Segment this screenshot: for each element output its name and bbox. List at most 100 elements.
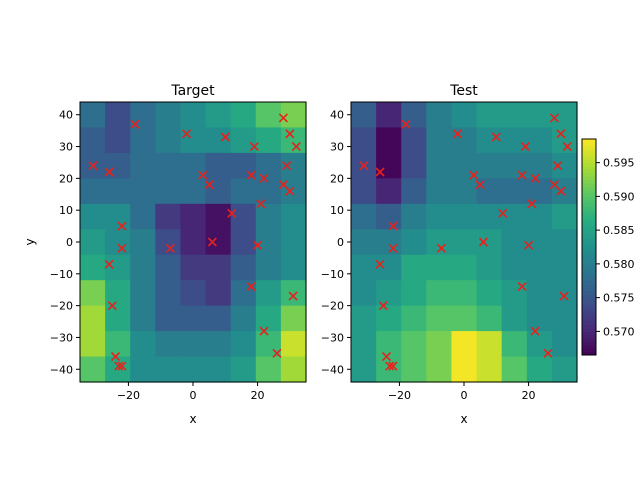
heatmap-cell [351, 280, 377, 307]
heatmap-cell [205, 254, 232, 281]
point-marker [220, 132, 230, 142]
x-tick-label: −20 [388, 389, 411, 402]
heatmap-cell [501, 229, 528, 256]
point-marker [478, 237, 488, 247]
point-marker [288, 291, 298, 301]
colorbar-band [582, 348, 596, 353]
point-marker [253, 240, 263, 250]
heatmap-cell [130, 331, 156, 358]
colorbar-tick-label: 0.595 [603, 157, 635, 170]
heatmap-cell [451, 331, 478, 358]
heatmap-cell [501, 152, 528, 179]
heatmap-cell [476, 127, 503, 154]
heatmap-cell [80, 356, 106, 383]
heatmap-cell [426, 331, 453, 358]
heatmap-cell [255, 127, 282, 154]
point-marker [165, 243, 175, 253]
y-tick-label: 0 [66, 236, 73, 249]
point-marker [256, 199, 266, 209]
point-marker [375, 167, 385, 177]
colorbar-ticks: 0.570 0.575 0.580 0.585 0.590 0.595 [596, 157, 635, 338]
heatmap-cell [105, 178, 131, 205]
heatmap-cell [280, 305, 307, 332]
point-marker [246, 170, 256, 180]
point-marker [198, 170, 208, 180]
heatmap-cell [155, 178, 182, 205]
heatmap-cell [351, 102, 377, 129]
point-marker [517, 281, 527, 292]
colorbar-band [582, 196, 596, 201]
point-marker [259, 173, 269, 183]
heatmap-cell [451, 280, 478, 307]
heatmap-cell [105, 229, 131, 256]
heatmap-cell [426, 254, 453, 281]
heatmap-cell [180, 102, 207, 129]
y-tick-label: 20 [330, 172, 344, 185]
heatmap-cell [230, 254, 257, 281]
point-marker [530, 173, 540, 183]
x-tick-label: 0 [461, 389, 468, 402]
heatmap-cell [280, 331, 307, 358]
point-marker [285, 129, 295, 139]
heatmap-cell [501, 305, 528, 332]
y-tick-label: 30 [59, 141, 73, 154]
colorbar-band [582, 253, 596, 258]
colorbar-band [582, 142, 596, 147]
point-marker [375, 259, 385, 269]
colorbar-gradient [582, 139, 596, 356]
heatmap-cell [501, 356, 528, 383]
heatmap-cell [255, 356, 282, 383]
heatmap-cell [230, 331, 257, 358]
colorbar-band [582, 145, 596, 150]
colorbar-band [582, 331, 596, 336]
heatmap-cell [280, 356, 307, 383]
colorbar-band [582, 267, 596, 272]
colorbar-band [582, 328, 596, 332]
colorbar-band [582, 334, 596, 339]
x-tick-label: −20 [117, 389, 140, 402]
point-marker [543, 348, 553, 358]
point-marker [524, 240, 534, 250]
test-x-axis-label: x [460, 412, 467, 426]
y-tick-label: −20 [50, 300, 73, 313]
heatmap-cell [476, 254, 503, 281]
heatmap-cell [376, 127, 402, 154]
colorbar-tick-label: 0.585 [603, 224, 635, 237]
y-tick-label: 40 [330, 109, 344, 122]
colorbar-band [582, 307, 596, 312]
heatmap-cell [130, 152, 156, 179]
target-y-axis-label: y [23, 238, 37, 245]
heatmap-cell [180, 280, 207, 307]
heatmap-cell [551, 203, 578, 230]
heatmap-cell [130, 203, 156, 230]
point-marker [385, 361, 395, 371]
point-marker [530, 326, 540, 336]
heatmap-cell [155, 102, 182, 129]
test-y-ticks: −40 −30 −20 −10 0 10 20 30 40 [321, 109, 351, 376]
heatmap-cell [451, 229, 478, 256]
heatmap-cell [351, 305, 377, 332]
colorbar-tick-label: 0.575 [603, 292, 635, 305]
heatmap-cell [80, 305, 106, 332]
colorbar-band [582, 324, 596, 329]
colorbar-band [582, 284, 596, 289]
colorbar-band [582, 179, 596, 184]
point-marker [291, 141, 301, 152]
target-heatmap [80, 102, 307, 383]
heatmap-cell [130, 127, 156, 154]
y-tick-label: −10 [50, 268, 73, 281]
heatmap-cell [280, 280, 307, 307]
heatmap-cell [351, 254, 377, 281]
heatmap-cell [376, 305, 402, 332]
point-marker [517, 170, 527, 180]
heatmap-cell [180, 331, 207, 358]
heatmap-cell [351, 356, 377, 383]
point-marker [259, 326, 269, 336]
colorbar-band [582, 240, 596, 245]
heatmap-cell [105, 254, 131, 281]
x-tick-label: 20 [251, 389, 265, 402]
point-marker [498, 208, 508, 218]
heatmap-cell [180, 305, 207, 332]
heatmap-cell [230, 152, 257, 179]
colorbar-band [582, 139, 596, 143]
